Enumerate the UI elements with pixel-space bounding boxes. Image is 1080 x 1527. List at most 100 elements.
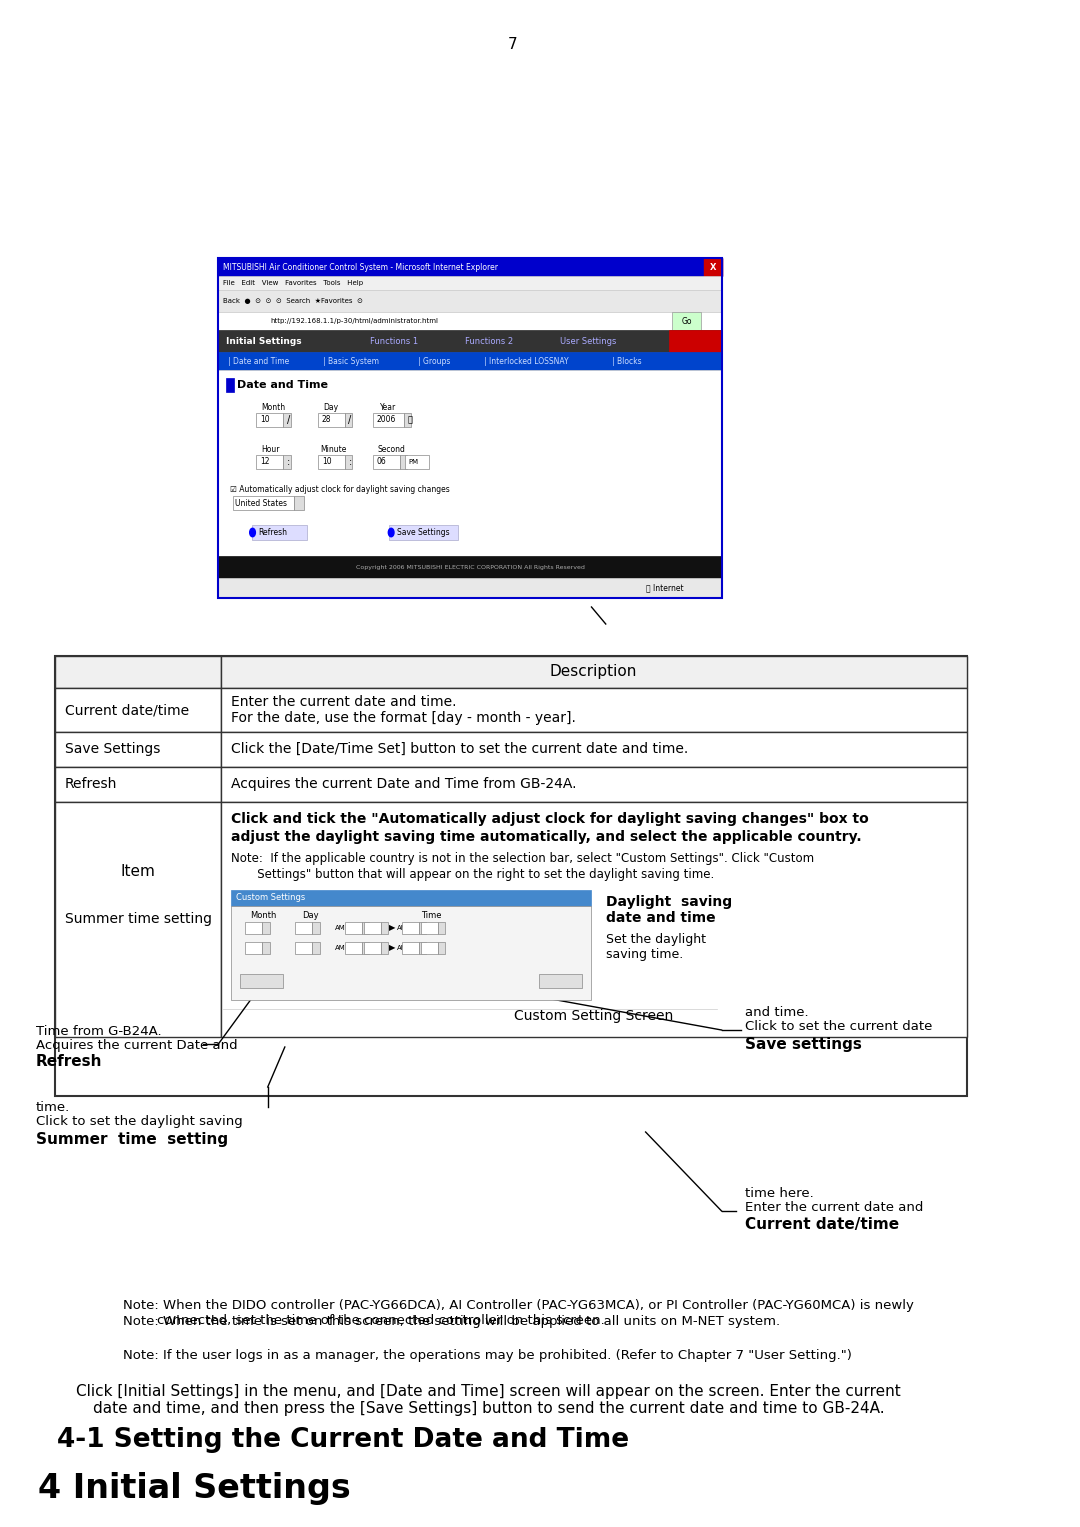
FancyBboxPatch shape [389, 525, 458, 541]
FancyBboxPatch shape [672, 312, 701, 330]
Text: 02: 02 [405, 944, 415, 953]
FancyBboxPatch shape [256, 455, 283, 469]
FancyBboxPatch shape [402, 942, 419, 954]
FancyBboxPatch shape [221, 731, 967, 767]
FancyBboxPatch shape [218, 556, 721, 579]
Circle shape [249, 528, 255, 538]
FancyBboxPatch shape [362, 942, 369, 954]
Text: X: X [710, 263, 716, 272]
Text: ☑ Automatically adjust clock for daylight saving changes: ☑ Automatically adjust clock for dayligh… [230, 486, 449, 495]
Text: :: : [286, 457, 289, 467]
FancyBboxPatch shape [218, 258, 721, 276]
FancyBboxPatch shape [218, 370, 721, 576]
Text: 10: 10 [322, 458, 332, 467]
Text: 00: 00 [367, 944, 377, 953]
Text: 06: 06 [377, 458, 387, 467]
Text: Refresh: Refresh [65, 777, 117, 791]
FancyBboxPatch shape [437, 922, 445, 935]
Text: Second: Second [378, 446, 406, 455]
FancyBboxPatch shape [245, 942, 262, 954]
Text: 🌐 Internet: 🌐 Internet [646, 583, 684, 592]
Text: 4 Initial Settings: 4 Initial Settings [38, 1472, 351, 1506]
FancyBboxPatch shape [221, 689, 967, 731]
Text: 28: 28 [322, 415, 332, 425]
Text: Refresh: Refresh [36, 1054, 103, 1069]
FancyBboxPatch shape [373, 455, 400, 469]
FancyBboxPatch shape [245, 922, 262, 935]
Text: 年: 年 [407, 415, 413, 425]
FancyBboxPatch shape [55, 767, 221, 802]
FancyBboxPatch shape [295, 496, 303, 510]
FancyBboxPatch shape [400, 455, 407, 469]
Text: Save Settings: Save Settings [396, 528, 449, 538]
Text: Day: Day [323, 403, 338, 412]
Text: time.: time. [36, 1101, 70, 1115]
Text: 01: 01 [299, 924, 309, 933]
Text: adjust the daylight saving time automatically, and select the applicable country: adjust the daylight saving time automati… [231, 831, 862, 844]
Text: Functions 1: Functions 1 [370, 336, 418, 345]
Text: | Interlocked LOSSNAY: | Interlocked LOSSNAY [484, 356, 569, 365]
Text: 02: 02 [349, 924, 359, 933]
Text: 00: 00 [424, 944, 434, 953]
FancyBboxPatch shape [420, 922, 437, 935]
Text: Current date/time: Current date/time [745, 1217, 900, 1232]
Text: AM: AM [335, 925, 346, 931]
Text: Hour: Hour [261, 446, 280, 455]
Text: Save settings: Save settings [745, 1037, 862, 1052]
FancyBboxPatch shape [256, 412, 283, 428]
Text: Go: Go [681, 316, 691, 325]
Text: 10: 10 [260, 415, 270, 425]
FancyBboxPatch shape [221, 767, 967, 802]
Text: Enter the current date and time.
For the date, use the format [day - month - yea: Enter the current date and time. For the… [231, 695, 576, 725]
Text: 03: 03 [405, 924, 415, 933]
Text: 00: 00 [424, 924, 434, 933]
FancyBboxPatch shape [283, 455, 291, 469]
FancyBboxPatch shape [226, 379, 233, 392]
Text: Acquires the current Date and Time from GB-24A.: Acquires the current Date and Time from … [231, 777, 577, 791]
Text: Day: Day [302, 910, 319, 919]
Text: Cancel: Cancel [246, 976, 275, 985]
FancyBboxPatch shape [381, 942, 389, 954]
Text: Custom Setting Screen: Custom Setting Screen [514, 1009, 673, 1023]
FancyBboxPatch shape [218, 353, 721, 370]
FancyBboxPatch shape [345, 922, 362, 935]
Text: Current date/time: Current date/time [65, 702, 189, 718]
Text: Functions 2: Functions 2 [465, 336, 513, 345]
Text: Initial Settings: Initial Settings [226, 336, 301, 345]
FancyBboxPatch shape [312, 922, 320, 935]
Text: AM: AM [396, 945, 407, 951]
Text: Save Settings: Save Settings [65, 742, 160, 756]
FancyBboxPatch shape [55, 802, 221, 1037]
Text: Date and Time: Date and Time [238, 380, 328, 389]
Text: Note: When the time is set on this screen, the setting will be applied to all un: Note: When the time is set on this scree… [123, 1315, 781, 1328]
FancyBboxPatch shape [55, 689, 221, 731]
Text: 2006: 2006 [377, 415, 396, 425]
Text: | Date and Time: | Date and Time [228, 356, 289, 365]
Text: Click to set the daylight saving: Click to set the daylight saving [36, 1115, 243, 1128]
FancyBboxPatch shape [364, 922, 381, 935]
FancyBboxPatch shape [262, 942, 270, 954]
FancyBboxPatch shape [318, 455, 345, 469]
FancyBboxPatch shape [240, 974, 283, 988]
FancyBboxPatch shape [704, 258, 721, 276]
Text: File   Edit   View   Favorites   Tools   Help: File Edit View Favorites Tools Help [224, 279, 363, 286]
Text: Summer  time  setting: Summer time setting [36, 1132, 228, 1147]
FancyBboxPatch shape [283, 412, 291, 428]
Text: Description: Description [550, 664, 637, 680]
FancyBboxPatch shape [437, 942, 445, 954]
Text: Time: Time [420, 910, 441, 919]
FancyBboxPatch shape [218, 312, 721, 330]
Text: Click to set the current date: Click to set the current date [745, 1020, 933, 1032]
Text: :: : [349, 457, 352, 467]
Text: User Settings: User Settings [561, 336, 617, 345]
Text: Refresh: Refresh [258, 528, 287, 538]
Text: 7: 7 [508, 37, 517, 52]
Text: Set the daylight
saving time.: Set the daylight saving time. [606, 933, 705, 960]
Text: ▶: ▶ [389, 924, 395, 933]
Text: ▶: ▶ [389, 944, 395, 953]
Text: PM: PM [408, 460, 418, 466]
Text: Daylight  saving
date and time: Daylight saving date and time [606, 895, 732, 925]
Text: Click and tick the "Automatically adjust clock for daylight saving changes" box : Click and tick the "Automatically adjust… [231, 812, 868, 826]
FancyBboxPatch shape [295, 922, 312, 935]
FancyBboxPatch shape [345, 412, 352, 428]
